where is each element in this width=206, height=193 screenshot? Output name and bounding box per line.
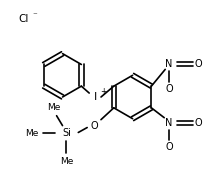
Text: O: O [195,59,202,69]
Text: Me: Me [47,103,60,112]
Text: Me: Me [25,129,39,138]
Text: Me: Me [60,157,73,166]
Text: Si: Si [62,129,71,138]
Text: ⁻: ⁻ [33,12,37,21]
Text: Cl: Cl [18,14,28,24]
Text: O: O [195,118,202,128]
Text: I: I [94,92,97,102]
Text: O: O [90,121,98,131]
Text: +: + [100,87,106,96]
Text: O: O [165,84,173,94]
Text: N: N [165,59,173,69]
Text: O: O [165,142,173,152]
Text: N: N [165,118,173,128]
